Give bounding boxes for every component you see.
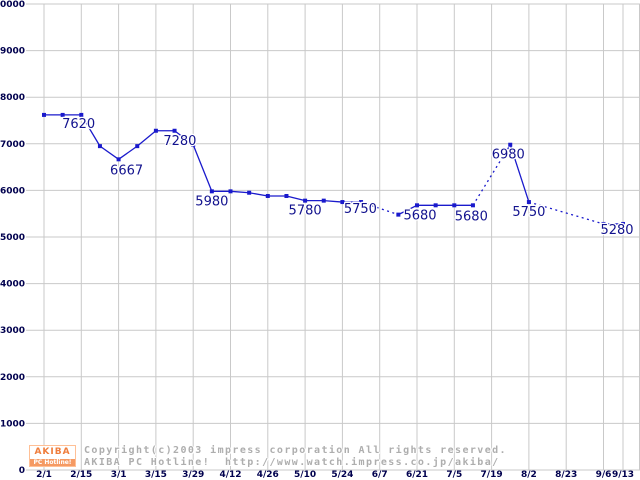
y-tick-label: 3000 [0,326,25,336]
data-marker [508,142,513,147]
price-segment-solid [136,130,157,147]
value-label: 5780 [289,204,322,219]
data-marker [452,203,457,208]
data-markers [42,112,625,226]
price-segment-solid [230,190,250,194]
y-tick-label: 7000 [0,140,25,150]
data-marker [601,221,606,226]
y-tick-label: 6000 [0,186,25,196]
x-tick-label: 7/5 [446,470,462,480]
data-marker [265,193,270,198]
value-label: 5680 [455,209,488,224]
price-segment-solid [174,130,194,146]
data-marker [60,112,65,117]
x-tick-label: 4/12 [219,470,241,480]
data-marker [621,221,625,226]
copyright-line-2: AKIBA PC Hotline! http://www.watch.impre… [84,457,500,468]
data-marker [415,203,419,208]
price-segment-solid [249,192,268,197]
value-label: 7620 [62,117,95,132]
y-tick-label: 1000 [0,419,25,429]
data-marker [116,157,121,162]
x-tick-label: 6/7 [372,470,388,480]
data-marker [247,190,252,195]
x-tick-label: 6/21 [406,470,428,480]
price-segment-dashed [472,144,511,206]
data-marker [321,198,326,203]
value-label: 5980 [195,194,228,209]
price-segment-solid [509,144,530,203]
data-marker [209,189,214,194]
data-marker [79,112,84,117]
y-tick-label: 5000 [0,233,25,243]
data-marker [284,193,289,198]
x-tick-label: 3/29 [182,470,204,480]
x-tick-label: 3/15 [145,470,167,480]
gridlines [26,3,640,471]
data-marker [42,112,46,117]
value-label: 5680 [403,208,436,223]
price-segment-solid [192,144,213,192]
akiba-pc-hotline-logo: AKIBA PC Hotline! [29,445,76,467]
y-tick-label: 2000 [0,373,25,383]
data-marker [172,128,177,133]
x-tick-label: 9/13 [612,470,634,480]
x-tick-label: 9/6 [596,470,612,480]
data-marker [303,198,308,203]
data-marker [191,142,196,147]
y-tick-label: 4000 [0,280,25,290]
data-marker [526,200,531,205]
x-tick-label: 5/10 [294,470,316,480]
data-marker [228,189,233,194]
price-segment-dashed [528,201,604,225]
x-tick-label: 2/15 [70,470,92,480]
data-marker [97,144,102,149]
price-segment-solid [99,145,119,160]
price-segment-solid [80,114,101,147]
x-tick-label: 8/23 [555,470,577,480]
data-marker [433,203,438,208]
y-tick-label: 0 [19,466,25,476]
value-label: 7280 [163,134,196,149]
x-tick-label: 2/1 [36,470,52,480]
x-tick-label: 4/26 [257,470,279,480]
data-marker [359,200,364,205]
copyright-line-1: Copyright(c)2003 impress corporation All… [84,445,507,456]
x-tick-label: 8/2 [521,470,537,480]
akiba-logo-title: AKIBA [34,447,71,457]
data-marker [135,144,140,149]
x-tick-label: 7/19 [481,470,503,480]
data-marker [340,200,345,205]
akiba-logo-subtitle: PC Hotline! [30,459,75,466]
x-tick-label: 3/1 [111,470,127,480]
data-marker [396,212,401,217]
price-line [44,114,623,225]
value-label: 5750 [512,205,545,220]
data-marker [470,203,475,208]
x-tick-label: 5/24 [331,470,353,480]
y-tick-label: 9000 [0,47,25,57]
value-label: 5750 [344,202,377,217]
value-label: 6980 [492,148,525,163]
price-segment-dashed [360,201,399,216]
value-labels: 7620 6667 7280 5980 5780 5750 5680 5680 6980 5750… [61,116,635,240]
data-marker [153,128,158,133]
value-label: 6667 [110,163,143,178]
price-segment-solid [118,145,138,160]
value-label: 5280 [600,223,633,238]
price-segment-solid [323,200,343,203]
price-segment-solid [398,204,418,216]
y-tick-label: 8000 [0,93,25,103]
price-segment-solid [286,195,306,202]
